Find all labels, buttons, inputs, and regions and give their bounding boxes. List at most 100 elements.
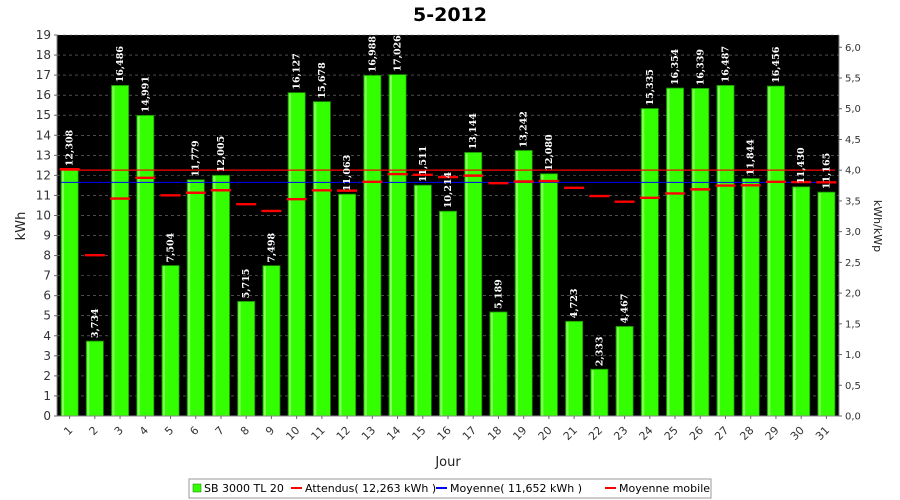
y2-tick-label: 3,5 xyxy=(845,196,861,207)
x-tick-label: 20 xyxy=(536,424,555,443)
y-tick-label: 7 xyxy=(43,269,51,283)
y-tick-label: 1 xyxy=(43,389,51,403)
x-tick-label: 29 xyxy=(763,424,782,443)
x-tick-label: 4 xyxy=(137,424,151,438)
y-tick-label: 16 xyxy=(36,88,51,102)
x-tick-label: 26 xyxy=(687,424,706,443)
y2-axis-title: kWh/kWp xyxy=(871,200,884,252)
moving-average-series xyxy=(59,167,837,257)
y2-tick-label: 2,5 xyxy=(845,258,861,269)
data-label: 5,715 xyxy=(241,269,252,299)
bar-highlight xyxy=(440,212,443,416)
data-label: 12,308 xyxy=(65,129,76,166)
y-tick-label: 8 xyxy=(43,249,51,263)
data-label: 15,335 xyxy=(645,69,656,105)
bar-highlight xyxy=(213,176,216,416)
y2-tick-label: 1,5 xyxy=(845,319,861,330)
x-tick-label: 12 xyxy=(334,424,353,443)
y-tick-label: 13 xyxy=(36,148,51,162)
bar-highlight xyxy=(490,312,493,416)
bar-highlight xyxy=(112,86,115,416)
data-label: 15,678 xyxy=(317,62,328,99)
data-label: 11,165 xyxy=(821,153,832,189)
chart-title: 5-2012 xyxy=(413,4,487,26)
bar-highlight xyxy=(591,370,594,416)
x-tick-label: 2 xyxy=(87,424,101,438)
x-tick-label: 7 xyxy=(213,424,227,438)
x-tick-label: 30 xyxy=(788,424,807,443)
x-tick-label: 5 xyxy=(162,424,176,438)
data-label: 16,487 xyxy=(720,46,731,82)
bar-highlight xyxy=(263,266,266,416)
data-label: 16,354 xyxy=(670,48,681,85)
x-tick-label: 31 xyxy=(813,424,832,443)
x-tick-label: 8 xyxy=(238,424,252,438)
y2-tick-label: 4,0 xyxy=(845,166,861,177)
bar-highlight xyxy=(692,89,695,417)
data-label: 11,430 xyxy=(796,147,807,184)
bar-highlight xyxy=(415,186,418,416)
x-tick-label: 23 xyxy=(611,424,630,443)
x-tick-label: 24 xyxy=(637,424,656,443)
bar-highlight xyxy=(238,302,241,416)
reference-lines xyxy=(61,169,835,183)
data-label: 12,005 xyxy=(216,136,227,172)
y-tick-label: 14 xyxy=(36,128,51,142)
data-label: 16,456 xyxy=(771,46,782,83)
bar-highlight xyxy=(87,342,90,416)
bar-highlight xyxy=(516,151,519,416)
bar-highlight xyxy=(743,179,746,416)
legend-label-bars: SB 3000 TL 20 xyxy=(204,482,284,495)
x-tick-label: 3 xyxy=(112,424,126,438)
bar-highlight xyxy=(137,116,140,417)
bar-series xyxy=(60,74,836,417)
x-tick-label: 25 xyxy=(662,424,681,443)
x-tick-label: 13 xyxy=(359,424,378,443)
data-label: 12,080 xyxy=(544,134,555,171)
y2-tick-label: 5,5 xyxy=(845,74,861,85)
legend-swatch-bars xyxy=(192,483,202,493)
legend: SB 3000 TL 20 Attendus( 12,263 kWh ) Moy… xyxy=(188,478,712,499)
y-tick-label: 15 xyxy=(36,108,51,122)
x-tick-label: 6 xyxy=(187,424,201,438)
y-tick-label: 17 xyxy=(36,68,51,82)
legend-label-moving-average: Moyenne mobile xyxy=(619,482,710,495)
y2-tick-label: 1,0 xyxy=(845,350,861,361)
x-tick-label: 16 xyxy=(435,424,454,443)
data-label: 4,723 xyxy=(569,289,580,319)
data-label: 16,988 xyxy=(367,36,378,73)
bar-highlight xyxy=(389,75,392,416)
data-label: 11,779 xyxy=(191,140,202,177)
data-label: 13,144 xyxy=(468,113,479,150)
legend-label-expected: Attendus( 12,263 kWh ) xyxy=(305,482,436,495)
data-label: 3,734 xyxy=(90,308,101,338)
y-tick-label: 6 xyxy=(43,289,51,303)
y2-tick-label: 2,0 xyxy=(845,289,861,300)
data-label: 16,339 xyxy=(695,49,706,86)
data-label: 7,498 xyxy=(266,233,277,263)
data-label: 11,844 xyxy=(746,139,757,176)
bar-highlight xyxy=(289,93,292,417)
bar-highlight xyxy=(617,327,620,416)
x-axis-title: Jour xyxy=(434,455,461,470)
x-tick-label: 18 xyxy=(485,424,504,443)
y-tick-label: 18 xyxy=(36,48,51,62)
y-tick-label: 19 xyxy=(36,28,51,42)
bar-highlight xyxy=(339,195,342,416)
y-tick-label: 4 xyxy=(43,329,51,343)
bar-highlight xyxy=(793,187,796,416)
data-label: 2,333 xyxy=(594,336,605,366)
x-tick-label: 10 xyxy=(283,424,302,443)
y-tick-label: 2 xyxy=(43,369,51,383)
bar-highlight xyxy=(162,266,165,416)
y2-tick-label: 6,0 xyxy=(845,43,861,54)
x-tick-label: 28 xyxy=(737,424,756,443)
bar-highlight xyxy=(768,87,771,417)
data-label: 7,504 xyxy=(166,232,177,262)
bar-highlight xyxy=(667,89,670,416)
bar-highlight xyxy=(364,76,367,417)
y-tick-label: 0 xyxy=(43,409,51,423)
x-tick-label: 22 xyxy=(586,424,605,443)
